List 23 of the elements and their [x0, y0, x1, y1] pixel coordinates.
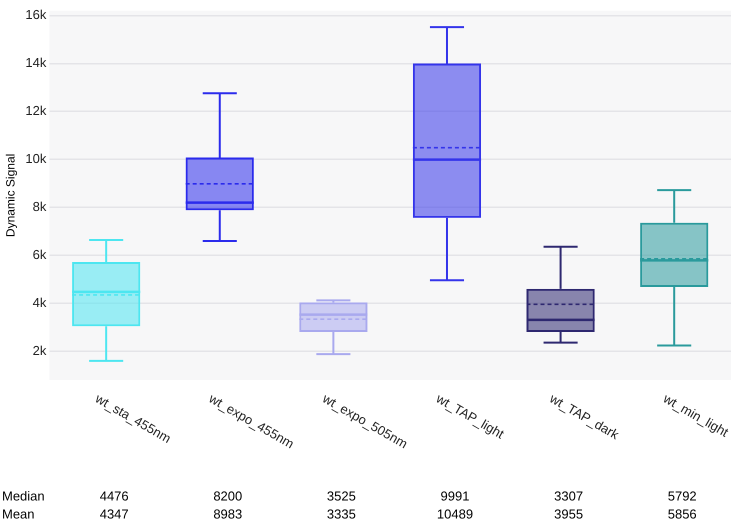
text: 3525	[326, 488, 356, 504]
text: 10489	[436, 506, 474, 522]
text: 5792	[668, 488, 697, 504]
y-tick-label: 12k	[25, 103, 47, 118]
y-axis-title: Dynamic Signal	[4, 154, 18, 238]
text: 3955	[554, 506, 584, 522]
y-tick-label: 8k	[32, 198, 47, 214]
text: Median	[2, 488, 45, 504]
text: 5856	[668, 506, 697, 522]
y-tick-label: 4k	[32, 294, 47, 310]
y-tick-label: 14k	[25, 55, 47, 70]
y-tick-label: 2k	[32, 342, 47, 358]
text: 9991	[440, 488, 470, 504]
y-tick-label: 6k	[32, 246, 47, 262]
text: Mean	[2, 506, 35, 522]
text: 4476	[100, 488, 129, 504]
y-tick-label: 10k	[25, 151, 47, 166]
text: 3307	[554, 488, 584, 504]
y-tick-label: 16k	[25, 7, 47, 22]
text: 8200	[213, 488, 242, 504]
text: 3335	[326, 506, 356, 522]
text: 8983	[213, 506, 242, 522]
text: 4347	[100, 506, 129, 522]
